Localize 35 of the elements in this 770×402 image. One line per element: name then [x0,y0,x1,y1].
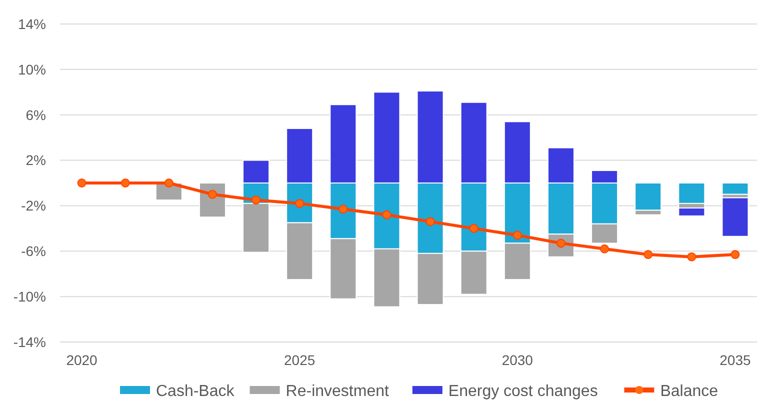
bar [678,207,706,216]
y-tick-label: 2% [26,152,46,168]
legend-label: Energy cost changes [448,383,598,400]
bar [678,182,706,204]
bar [722,197,749,237]
legend-label: Re-investment [286,383,390,400]
x-tick-label: 2030 [502,352,534,368]
point [120,178,130,188]
point [644,250,653,260]
y-tick-label: -2% [21,198,46,214]
y-tick-label: 6% [26,106,46,123]
point [208,190,217,199]
y-tick-label: 10% [18,61,46,78]
legend-label: Cash-Back [156,383,236,400]
point [469,224,478,233]
x-tick-label: 2035 [720,352,751,368]
point [77,178,86,188]
point [295,198,304,208]
x-tick-label: 2020 [66,352,98,368]
point [382,210,392,220]
bar [722,182,749,195]
y-tick-label: 14% [18,16,46,32]
point [338,204,348,214]
legend-label: Balance [660,383,718,400]
y-tick-label: -6% [21,243,46,260]
point [512,230,522,240]
x-tick-label: 2025 [284,352,316,368]
y-tick-label: -14% [13,334,46,350]
y-tick-label: -10% [13,288,46,304]
point [252,196,261,205]
point [687,252,696,262]
point [426,217,435,226]
point [600,244,610,254]
point [730,250,740,260]
point [164,178,174,188]
